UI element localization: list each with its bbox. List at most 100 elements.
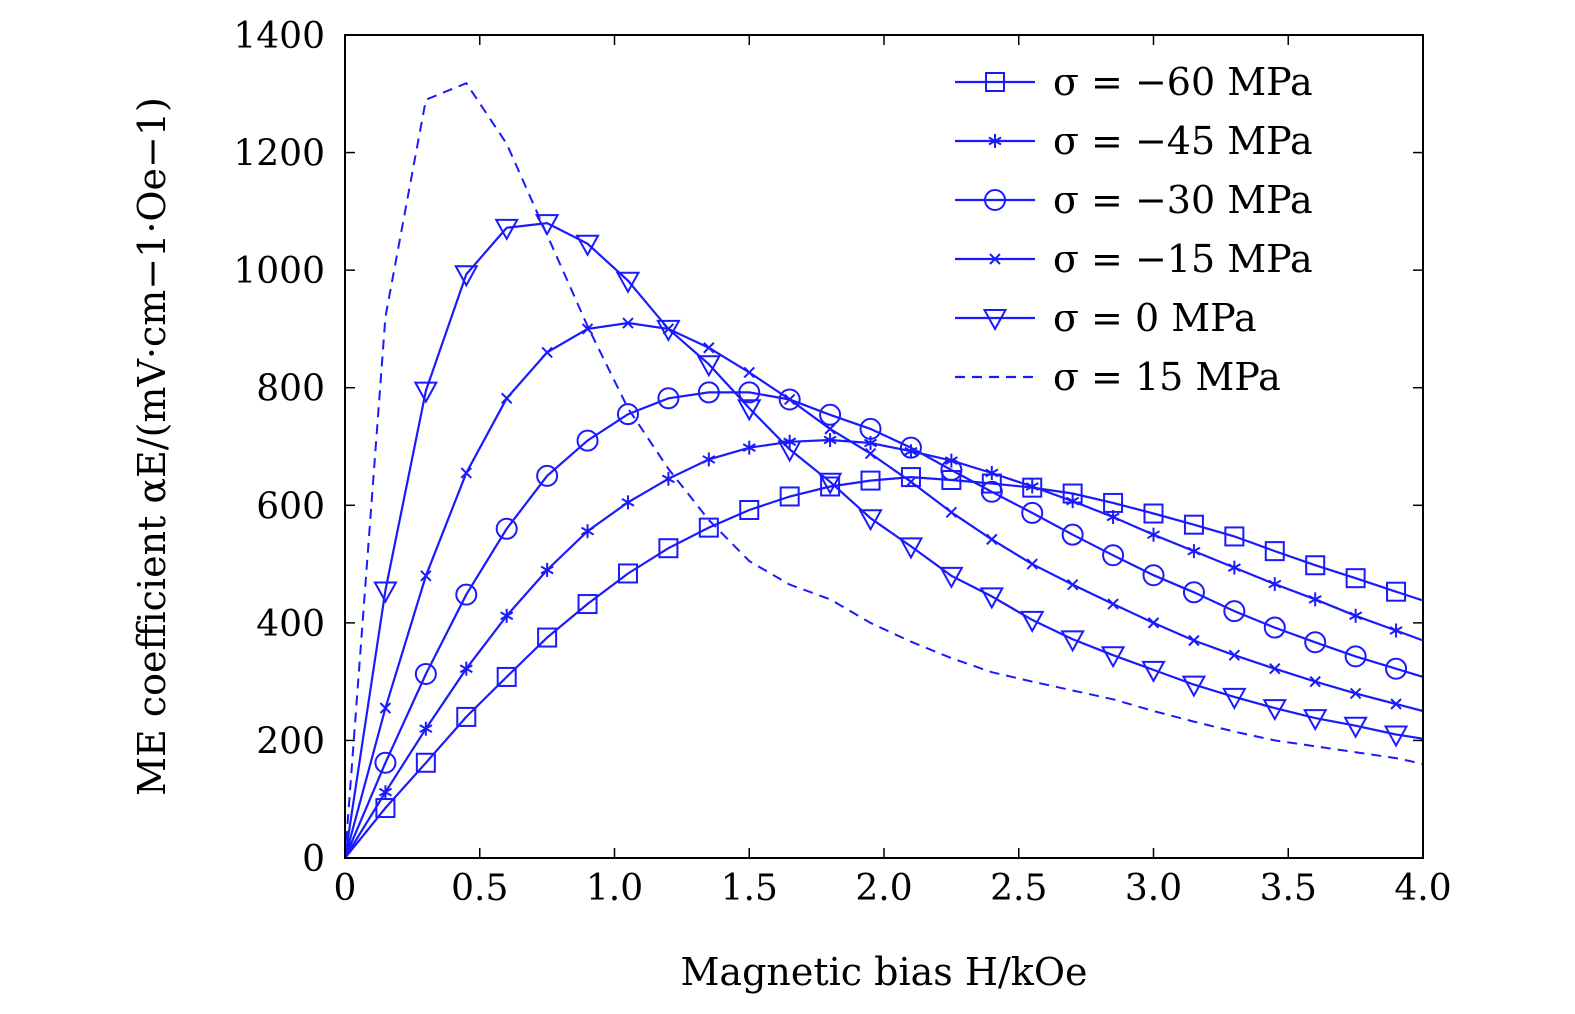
data-point-s2-2 [414, 663, 437, 686]
data-point-s3-14 [905, 476, 917, 488]
data-point-s4-6 [575, 234, 600, 257]
data-point-s0-25 [1345, 568, 1366, 589]
data-point-s2-21 [1182, 581, 1205, 604]
series-line-2 [345, 391, 1423, 858]
legend-label: σ = −15 MPa [1053, 237, 1313, 281]
data-point-s2-5 [536, 464, 559, 487]
data-point-s0-22 [1224, 526, 1245, 547]
data-point-s2-13 [859, 417, 882, 440]
data-point-s1-6 [580, 524, 595, 539]
data-point-s0-14 [900, 467, 921, 488]
data-point-s2-17 [1021, 501, 1044, 524]
data-point-s3-10 [743, 366, 755, 379]
axes-layer: 0 0.5 1.0 1.5 2.0 2.5 3.0 3.5 4.0 0 200 400 600 800 10… [233, 16, 1451, 909]
data-point-s0-20 [1143, 503, 1164, 524]
data-point-s3-7 [622, 317, 634, 329]
data-point-s0-21 [1183, 514, 1204, 535]
data-point-s4-19 [1100, 646, 1126, 669]
x-tick-label: 1.5 [721, 868, 778, 909]
series-line-1 [345, 438, 1423, 858]
data-point-s4-8 [656, 319, 681, 342]
y-tick-label: 800 [256, 369, 325, 410]
data-point-s1-1 [378, 785, 392, 800]
data-point-s3-15 [945, 506, 958, 519]
data-point-s2-26 [1385, 657, 1408, 680]
data-point-s0-10 [739, 499, 760, 520]
y-tick-label: 1000 [233, 251, 325, 292]
data-point-s0-6 [577, 594, 598, 615]
data-point-s0-24 [1305, 555, 1326, 576]
legend-entry-5: σ = 15 MPa [955, 355, 1281, 399]
y-tick-label: 600 [256, 486, 325, 527]
data-point-s1-22 [1227, 560, 1241, 575]
data-point-s0-11 [779, 486, 800, 507]
data-point-s2-20 [1142, 564, 1165, 587]
data-point-s2-19 [1102, 544, 1125, 567]
data-point-s4-9 [696, 355, 722, 378]
legend-entry-3: σ = −15 MPa [955, 237, 1313, 281]
data-point-s3-25 [1349, 687, 1362, 700]
data-point-s4-2 [413, 381, 439, 404]
data-point-s1-3 [459, 661, 473, 676]
data-point-s3-17 [1026, 558, 1038, 570]
data-point-s4-25 [1343, 716, 1368, 739]
data-point-s3-19 [1107, 598, 1119, 610]
data-point-s2-14 [899, 436, 922, 459]
legend-marker [982, 309, 1008, 332]
data-point-s3-13 [864, 447, 877, 460]
data-point-s2-24 [1304, 631, 1327, 654]
y-tick-label: 200 [256, 721, 325, 762]
legend-label: σ = −60 MPa [1053, 60, 1313, 104]
data-point-s2-16 [980, 480, 1003, 503]
data-point-s2-8 [657, 387, 680, 410]
data-point-s0-7 [617, 563, 638, 584]
data-point-s4-4 [494, 218, 519, 241]
y-tick-label: 1400 [233, 16, 325, 57]
x-tick-label: 0.5 [451, 868, 508, 909]
data-point-s4-14 [898, 537, 924, 560]
data-point-s3-26 [1390, 698, 1402, 710]
x-tick-label: 4.0 [1394, 868, 1451, 909]
data-point-s0-23 [1264, 541, 1285, 562]
x-tick-label: 3.5 [1260, 868, 1317, 909]
legend-entry-2: σ = −30 MPa [955, 178, 1313, 222]
data-point-s1-25 [1349, 608, 1363, 623]
data-point-s1-23 [1268, 577, 1282, 592]
legend-label: σ = 15 MPa [1053, 355, 1281, 399]
legend-label: σ = −45 MPa [1053, 119, 1313, 163]
legend-entry-0: σ = −60 MPa [955, 60, 1313, 104]
data-point-s2-1 [374, 751, 397, 774]
data-point-s4-3 [454, 265, 479, 288]
data-point-s3-3 [460, 467, 472, 479]
y-tick-label: 1200 [233, 134, 325, 175]
data-point-s4-15 [939, 566, 964, 589]
y-tick-label: 0 [302, 839, 325, 880]
data-point-s4-13 [858, 509, 883, 532]
data-point-s1-19 [1106, 510, 1120, 525]
data-point-s3-22 [1228, 649, 1241, 661]
data-point-s3-6 [581, 323, 594, 335]
x-tick-label: 2.0 [855, 868, 912, 909]
x-axis-label: Magnetic bias H/kOe [681, 950, 1088, 994]
data-point-s4-1 [373, 581, 398, 604]
data-point-s2-23 [1263, 616, 1286, 639]
data-point-s1-2 [419, 721, 433, 736]
data-point-s4-5 [534, 214, 560, 237]
data-point-s3-20 [1147, 617, 1160, 629]
data-point-s2-18 [1061, 523, 1084, 546]
data-point-s3-11 [783, 393, 796, 406]
data-point-s2-6 [576, 429, 599, 452]
data-point-s1-24 [1308, 592, 1322, 607]
data-point-s2-22 [1223, 600, 1246, 623]
legend-marker [988, 134, 1002, 148]
plot-layer [345, 81, 1423, 858]
data-point-s0-17 [1022, 477, 1043, 498]
data-point-s1-7 [621, 495, 635, 510]
data-point-s2-25 [1344, 645, 1367, 668]
legend-label: σ = 0 MPa [1053, 296, 1257, 340]
data-point-s2-7 [616, 403, 639, 426]
data-point-s2-15 [940, 459, 963, 482]
data-point-s4-18 [1060, 630, 1085, 653]
data-point-s1-20 [1146, 527, 1161, 542]
